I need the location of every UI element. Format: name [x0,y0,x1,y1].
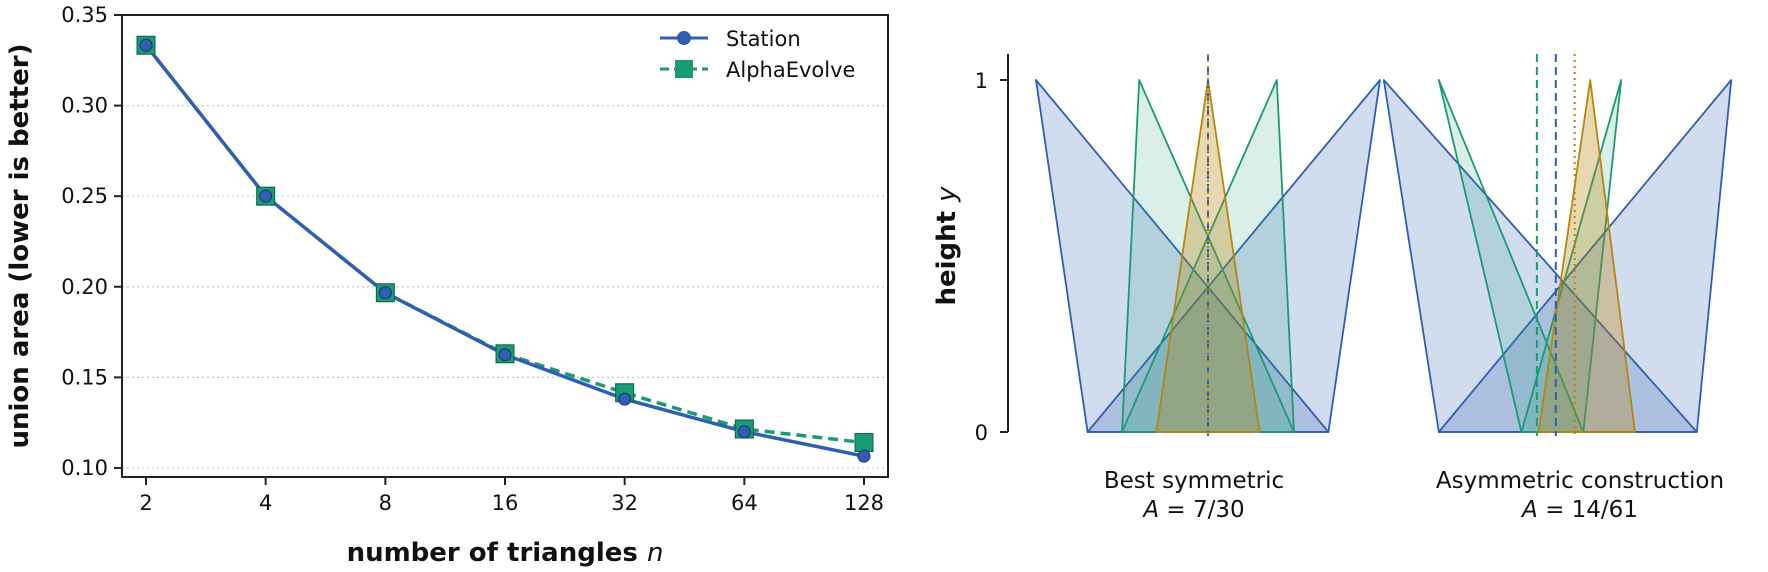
legend-marker-alphaevolve [675,60,693,78]
formula-value: = 7/30 [1166,497,1244,523]
point-station [139,38,153,52]
panel-best-symmetric [1035,54,1381,436]
panel-asymmetric-construction [1382,54,1733,436]
legend-label-alphaevolve: AlphaEvolve [726,58,855,82]
point-station [498,348,512,362]
xtick-label: 64 [731,491,758,515]
formula-value: = 14/61 [1545,497,1638,523]
point-station [378,286,392,300]
ytick-label: 0.30 [61,94,108,118]
x-axis-label: number of triangles n [347,538,664,568]
xtick-label: 128 [844,491,884,515]
y-axis-label: union area (lower is better) [5,43,35,448]
series-line-station [144,44,865,458]
point-station [737,425,751,439]
ytick-label: 0.15 [61,365,108,389]
xtick-label: 32 [611,491,638,515]
legend-label-station: Station [726,27,801,51]
legend: Station AlphaEvolve [660,27,855,82]
xtick-label: 4 [259,491,272,515]
panel-formula-best-symmetric: A = 7/30 [1141,497,1244,523]
x-axis-ticks: 2 4 8 16 32 64 128 [139,477,884,515]
legend-marker-station [677,31,691,45]
point-station [259,189,273,203]
formula-var: A [1520,497,1538,523]
y-axis-ticks: 0.10 0.15 0.20 0.25 0.30 0.35 [61,3,122,480]
xtick-label: 16 [492,491,519,515]
x-axis-label-text: number of triangles [347,538,638,568]
series-line-alphaevolve [144,44,865,445]
diagram-ytick-label-1: 1 [975,69,988,93]
ytick-label: 0.20 [61,275,108,299]
point-alphaevolve [854,433,874,453]
xtick-label: 2 [139,491,152,515]
point-station [618,392,632,406]
formula-var: A [1141,497,1159,523]
right-diagram: 1 0 height y Best symmetric A = 7/30 Asy… [932,54,1733,523]
diagram-y-axis-label: height y [932,186,962,306]
x-axis-label-var: n [647,538,663,568]
diagram-ytick-label-0: 0 [975,421,988,445]
panel-caption-best-symmetric: Best symmetric [1104,468,1284,494]
diagram-y-axis-label-text: height [932,211,962,306]
triangle-orange [1537,79,1636,433]
series-markers [136,35,874,463]
ytick-label: 0.35 [61,3,108,27]
ytick-label: 0.10 [61,456,108,480]
ytick-label: 0.25 [61,184,108,208]
xtick-label: 8 [379,491,392,515]
point-station [857,449,871,463]
series-lines [144,44,865,458]
panel-formula-asymmetric: A = 14/61 [1520,497,1638,523]
panel-caption-asymmetric: Asymmetric construction [1436,468,1724,494]
plot-frame [121,14,889,478]
left-chart: 0.10 0.15 0.20 0.25 0.30 0.35 2 4 8 16 32 64 128 un… [5,3,889,568]
diagram-y-axis-label-var: y [932,186,962,203]
